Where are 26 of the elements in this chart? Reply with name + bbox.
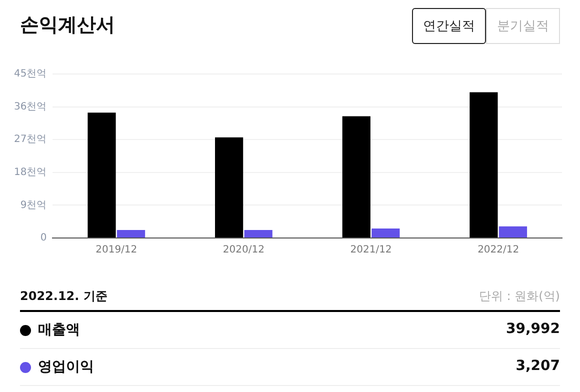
text: 2022.12. 기준: [20, 288, 108, 305]
x-tick-label: 2020/12: [222, 244, 264, 256]
text: 39,992: [506, 321, 560, 337]
bar: [342, 116, 370, 238]
bar: [116, 230, 146, 238]
tab-button[interactable]: 연간실적: [412, 8, 486, 44]
y-tick-label: 18천억: [14, 166, 47, 178]
legend-label: 영업이익: [38, 358, 94, 376]
y-tick-label: 45천억: [14, 68, 47, 80]
bar: [498, 226, 528, 238]
legend-label: 매출액: [38, 321, 80, 339]
chart-title: 손익계산서: [20, 13, 115, 38]
bar: [215, 137, 244, 238]
text: 3,207: [516, 358, 560, 374]
bar: [88, 112, 116, 238]
bar: [244, 230, 272, 238]
text: 단위 : 원화(억): [478, 288, 560, 305]
x-tick-label: 2019/12: [96, 244, 138, 256]
x-tick-label: 2021/12: [350, 244, 392, 256]
x-tick-label: 2022/12: [478, 244, 520, 256]
bar: [372, 228, 400, 238]
y-tick-label: 27천억: [14, 134, 47, 146]
y-tick-label: 0: [40, 232, 47, 244]
bar: [470, 92, 498, 238]
y-tick-label: 9천억: [20, 200, 47, 211]
y-tick-label: 36천억: [14, 101, 47, 112]
